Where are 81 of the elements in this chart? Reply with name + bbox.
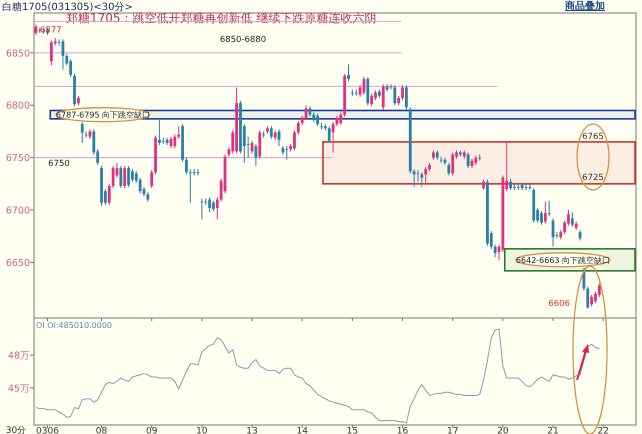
x-tick-label: 10 xyxy=(196,426,208,434)
candlestick xyxy=(578,229,582,241)
candlestick xyxy=(598,282,601,298)
candlestick xyxy=(362,76,366,96)
candlestick xyxy=(451,152,454,176)
candlestick xyxy=(208,196,211,213)
y-tick-label: 6750 xyxy=(6,153,30,164)
band-label: 6787-6795 向下跳空缺口 xyxy=(56,110,150,120)
candlestick xyxy=(447,162,450,176)
y-tick-label: 6850 xyxy=(6,48,30,60)
candlestick xyxy=(158,119,161,146)
candlestick xyxy=(374,90,377,100)
candlestick xyxy=(170,136,172,149)
candlestick xyxy=(212,200,215,212)
candlestick xyxy=(332,122,334,153)
x-tick-label: 21 xyxy=(547,426,559,434)
candlestick xyxy=(548,200,551,217)
candlestick xyxy=(590,294,594,307)
candlestick xyxy=(250,140,254,154)
annotation: 6850-6880 xyxy=(220,35,266,45)
candlestick xyxy=(185,157,188,175)
y-tick-label: 6700 xyxy=(6,206,30,217)
candlestick xyxy=(123,166,126,189)
candlestick xyxy=(540,210,543,226)
candlestick xyxy=(76,95,80,106)
candlestick xyxy=(316,113,320,127)
x-tick-label: 0306 xyxy=(36,426,60,434)
candlestick xyxy=(119,166,122,189)
candlestick xyxy=(474,155,478,166)
candlestick xyxy=(50,40,53,66)
y-tick-label: 45万 xyxy=(8,383,30,394)
candlestick xyxy=(34,24,38,36)
candlestick xyxy=(466,152,470,169)
candlestick xyxy=(131,168,134,182)
x-tick-label: 13 xyxy=(246,426,258,434)
candlestick xyxy=(62,38,64,70)
y-tick-label: 6800 xyxy=(6,100,30,112)
candlestick xyxy=(293,130,296,151)
candlestick xyxy=(401,84,404,100)
annotation: 6606 xyxy=(548,299,570,309)
candlestick xyxy=(69,58,72,78)
x-tick-label: 08 xyxy=(96,426,108,434)
x-tick-label: 16 xyxy=(396,426,409,434)
x-tick-label: 20 xyxy=(497,426,509,434)
candlestick xyxy=(296,120,300,136)
candlestick xyxy=(216,196,219,220)
candlestick xyxy=(308,106,312,118)
candlestick xyxy=(312,112,316,123)
candlestick xyxy=(432,150,435,160)
candlestick xyxy=(80,122,84,144)
x-tick-label: 22 xyxy=(597,426,609,434)
candlestick xyxy=(127,166,130,188)
candlestick xyxy=(254,144,258,167)
candlestick xyxy=(88,128,92,140)
candlestick xyxy=(482,179,485,191)
candlestick xyxy=(424,166,428,184)
annotation: OI OI:485010.0000 xyxy=(36,321,112,330)
candlestick xyxy=(200,198,204,220)
candlestick xyxy=(304,104,308,120)
x-axis-title: 30分 xyxy=(6,425,26,434)
candlestick xyxy=(544,201,547,224)
line-series xyxy=(35,328,600,424)
x-tick-label: 15 xyxy=(346,426,358,434)
annotation: 6725 xyxy=(582,173,604,183)
candlestick xyxy=(509,178,512,191)
candlestick xyxy=(336,115,338,127)
text: 商品叠加 xyxy=(564,0,605,12)
chart-subtitle: 白糖1705(031305)<30分> xyxy=(2,1,133,13)
x-tick-label: 14 xyxy=(296,426,308,434)
candlestick xyxy=(586,286,590,310)
y-tick-label: 48万 xyxy=(8,350,30,362)
x-tick-label: 09 xyxy=(146,426,158,434)
annotation: 6750 xyxy=(48,159,70,169)
candlestick xyxy=(278,128,280,147)
x-tick-label: 17 xyxy=(446,426,458,434)
annotation: 6765 xyxy=(582,132,604,142)
y-tick-label: 6650 xyxy=(6,258,30,269)
candlestick xyxy=(470,158,474,169)
candlestick xyxy=(404,84,408,110)
candlestick xyxy=(347,64,350,82)
candlestick xyxy=(552,218,554,248)
